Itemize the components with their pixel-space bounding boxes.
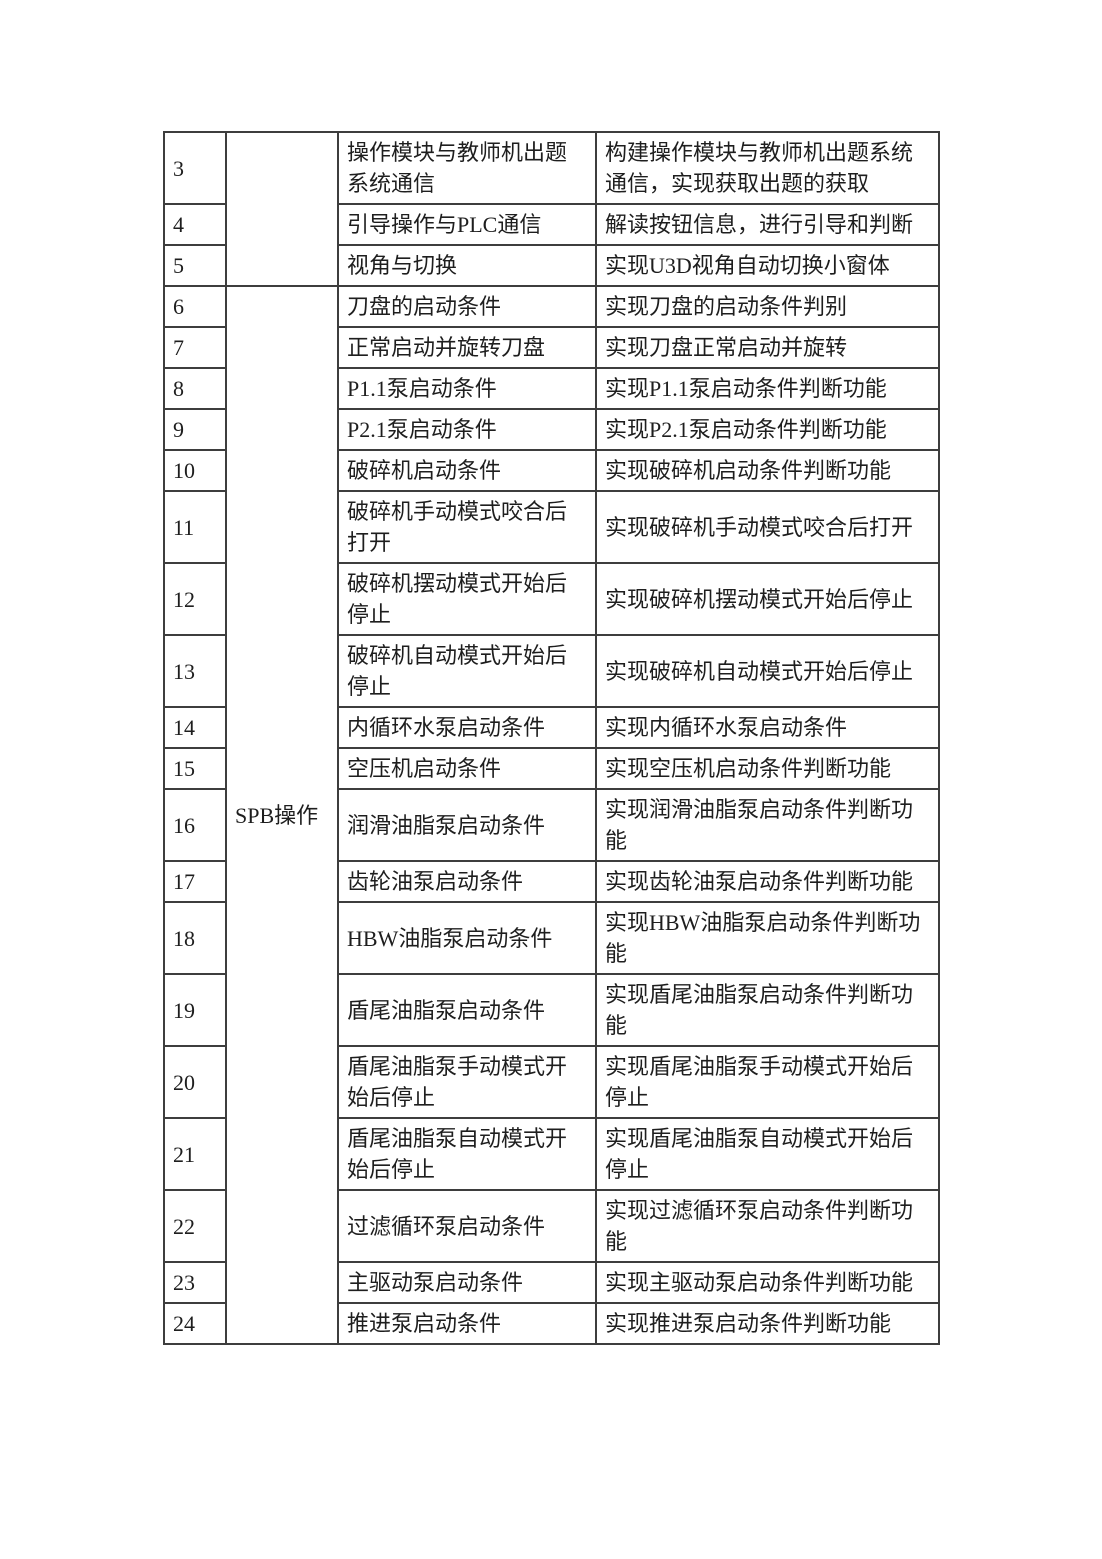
row-number-cell: 24 — [163, 1302, 227, 1345]
row-number-cell: 18 — [163, 901, 227, 975]
task-name-cell: 破碎机手动模式咬合后 打开 — [337, 490, 597, 564]
row-number-cell: 11 — [163, 490, 227, 564]
table-row: 6 SPB操作 刀盘的启动条件 实现刀盘的启动条件判别 — [163, 285, 940, 1345]
task-table-body: 3 操作模块与教师机出题 系统通信 构建操作模块与教师机出题系统 通信，实现获取出题… — [163, 131, 940, 1345]
task-name-cell: 视角与切换 — [337, 244, 597, 287]
task-name-cell: P2.1泵启动条件 — [337, 408, 597, 451]
table-row: 14 内循环水泵启动条件 实现内循环水泵启动条件 — [163, 706, 940, 749]
task-description-cell: 实现空压机启动条件判断功能 — [595, 747, 940, 790]
task-description-cell: 实现破碎机摆动模式开始后停止 — [595, 562, 940, 636]
task-description-cell: 实现P1.1泵启动条件判断功能 — [595, 367, 940, 410]
task-description-cell: 实现破碎机启动条件判断功能 — [595, 449, 940, 492]
task-description-cell: 构建操作模块与教师机出题系统 通信，实现获取出题的获取 — [595, 131, 940, 205]
task-name-cell: 破碎机自动模式开始后 停止 — [337, 634, 597, 708]
task-name-cell: 破碎机启动条件 — [337, 449, 597, 492]
task-description-cell: 实现过滤循环泵启动条件判断功 能 — [595, 1189, 940, 1263]
task-name-cell: 盾尾油脂泵手动模式开 始后停止 — [337, 1045, 597, 1119]
table-row: 7 正常启动并旋转刀盘 实现刀盘正常启动并旋转 — [163, 326, 940, 369]
task-name-cell: 正常启动并旋转刀盘 — [337, 326, 597, 369]
task-name-cell: 推进泵启动条件 — [337, 1302, 597, 1345]
table-row: 23 主驱动泵启动条件 实现主驱动泵启动条件判断功能 — [163, 1261, 940, 1304]
table-row: 22 过滤循环泵启动条件 实现过滤循环泵启动条件判断功 能 — [163, 1189, 940, 1263]
table-row: 12 破碎机摆动模式开始后 停止 实现破碎机摆动模式开始后停止 — [163, 562, 940, 636]
row-number-cell: 7 — [163, 326, 227, 369]
row-number-cell: 9 — [163, 408, 227, 451]
table-row: 20 盾尾油脂泵手动模式开 始后停止 实现盾尾油脂泵手动模式开始后 停止 — [163, 1045, 940, 1119]
task-description-cell: 实现盾尾油脂泵启动条件判断功 能 — [595, 973, 940, 1047]
task-description-cell: 实现U3D视角自动切换小窗体 — [595, 244, 940, 287]
task-description-cell: 实现齿轮油泵启动条件判断功能 — [595, 860, 940, 903]
table-row: 5 视角与切换 实现U3D视角自动切换小窗体 — [163, 244, 940, 287]
row-number-cell: 5 — [163, 244, 227, 287]
category-cell — [225, 131, 339, 287]
table-row: 3 操作模块与教师机出题 系统通信 构建操作模块与教师机出题系统 通信，实现获取出题… — [163, 131, 940, 287]
row-number-cell: 4 — [163, 203, 227, 246]
row-number-cell: 12 — [163, 562, 227, 636]
task-name-cell: 盾尾油脂泵启动条件 — [337, 973, 597, 1047]
row-number-cell: 3 — [163, 131, 227, 205]
task-name-cell: 空压机启动条件 — [337, 747, 597, 790]
table-row: 16 润滑油脂泵启动条件 实现润滑油脂泵启动条件判断功 能 — [163, 788, 940, 862]
task-description-cell: 实现内循环水泵启动条件 — [595, 706, 940, 749]
table-row: 24 推进泵启动条件 实现推进泵启动条件判断功能 — [163, 1302, 940, 1345]
table-row: 11 破碎机手动模式咬合后 打开 实现破碎机手动模式咬合后打开 — [163, 490, 940, 564]
row-number-cell: 19 — [163, 973, 227, 1047]
task-description-cell: 解读按钮信息，进行引导和判断 — [595, 203, 940, 246]
table-row: 10 破碎机启动条件 实现破碎机启动条件判断功能 — [163, 449, 940, 492]
table-row: 9 P2.1泵启动条件 实现P2.1泵启动条件判断功能 — [163, 408, 940, 451]
task-description-cell: 实现P2.1泵启动条件判断功能 — [595, 408, 940, 451]
task-description-cell: 实现推进泵启动条件判断功能 — [595, 1302, 940, 1345]
task-name-cell: 内循环水泵启动条件 — [337, 706, 597, 749]
task-table: 3 操作模块与教师机出题 系统通信 构建操作模块与教师机出题系统 通信，实现获取出题… — [163, 131, 940, 1345]
table-row: 17 齿轮油泵启动条件 实现齿轮油泵启动条件判断功能 — [163, 860, 940, 903]
row-number-cell: 13 — [163, 634, 227, 708]
row-number-cell: 23 — [163, 1261, 227, 1304]
task-name-cell: HBW油脂泵启动条件 — [337, 901, 597, 975]
table-row: 8 P1.1泵启动条件 实现P1.1泵启动条件判断功能 — [163, 367, 940, 410]
task-description-cell: 实现盾尾油脂泵手动模式开始后 停止 — [595, 1045, 940, 1119]
task-name-cell: P1.1泵启动条件 — [337, 367, 597, 410]
row-number-cell: 8 — [163, 367, 227, 410]
task-description-cell: 实现主驱动泵启动条件判断功能 — [595, 1261, 940, 1304]
task-description-cell: 实现润滑油脂泵启动条件判断功 能 — [595, 788, 940, 862]
task-name-cell: 破碎机摆动模式开始后 停止 — [337, 562, 597, 636]
row-number-cell: 16 — [163, 788, 227, 862]
task-description-cell: 实现盾尾油脂泵自动模式开始后 停止 — [595, 1117, 940, 1191]
task-description-cell: 实现刀盘正常启动并旋转 — [595, 326, 940, 369]
task-name-cell: 引导操作与PLC通信 — [337, 203, 597, 246]
task-description-cell: 实现刀盘的启动条件判别 — [595, 285, 940, 328]
task-description-cell: 实现HBW油脂泵启动条件判断功 能 — [595, 901, 940, 975]
table-row: 4 引导操作与PLC通信 解读按钮信息，进行引导和判断 — [163, 203, 940, 246]
row-number-cell: 10 — [163, 449, 227, 492]
task-name-cell: 操作模块与教师机出题 系统通信 — [337, 131, 597, 205]
table-row: 18 HBW油脂泵启动条件 实现HBW油脂泵启动条件判断功 能 — [163, 901, 940, 975]
row-number-cell: 15 — [163, 747, 227, 790]
row-number-cell: 20 — [163, 1045, 227, 1119]
task-name-cell: 过滤循环泵启动条件 — [337, 1189, 597, 1263]
table-row: 19 盾尾油脂泵启动条件 实现盾尾油脂泵启动条件判断功 能 — [163, 973, 940, 1047]
row-number-cell: 6 — [163, 285, 227, 328]
task-name-cell: 刀盘的启动条件 — [337, 285, 597, 328]
task-name-cell: 盾尾油脂泵自动模式开 始后停止 — [337, 1117, 597, 1191]
task-name-cell: 润滑油脂泵启动条件 — [337, 788, 597, 862]
row-number-cell: 14 — [163, 706, 227, 749]
task-description-cell: 实现破碎机自动模式开始后停止 — [595, 634, 940, 708]
table-row: 13 破碎机自动模式开始后 停止 实现破碎机自动模式开始后停止 — [163, 634, 940, 708]
table-row: 15 空压机启动条件 实现空压机启动条件判断功能 — [163, 747, 940, 790]
table-row: 21 盾尾油脂泵自动模式开 始后停止 实现盾尾油脂泵自动模式开始后 停止 — [163, 1117, 940, 1191]
task-name-cell: 齿轮油泵启动条件 — [337, 860, 597, 903]
task-description-cell: 实现破碎机手动模式咬合后打开 — [595, 490, 940, 564]
category-cell: SPB操作 — [225, 285, 339, 1345]
row-number-cell: 17 — [163, 860, 227, 903]
row-number-cell: 21 — [163, 1117, 227, 1191]
task-name-cell: 主驱动泵启动条件 — [337, 1261, 597, 1304]
row-number-cell: 22 — [163, 1189, 227, 1263]
